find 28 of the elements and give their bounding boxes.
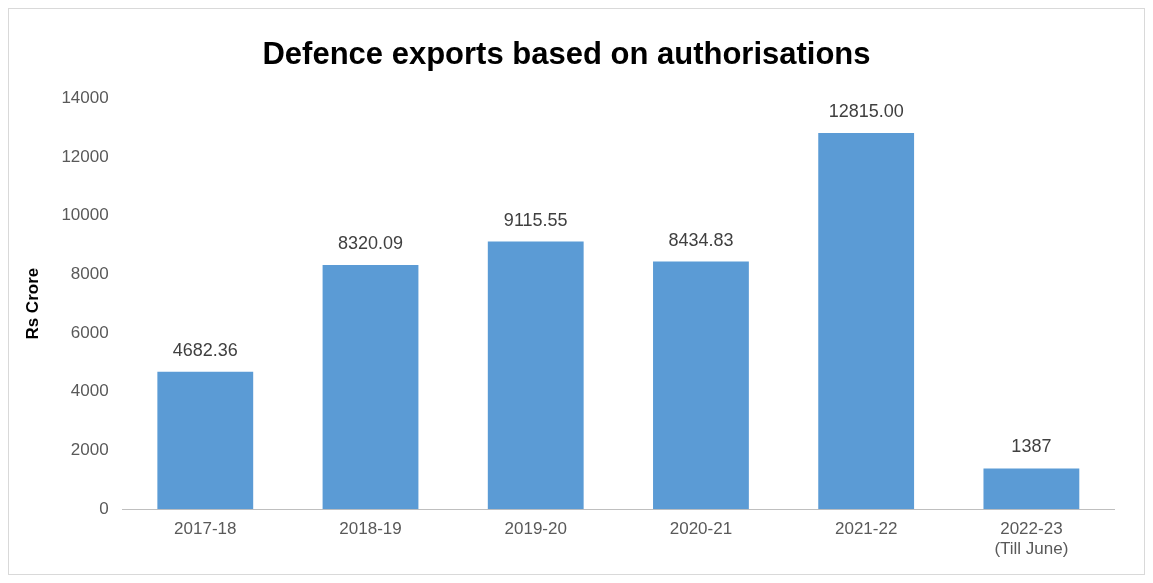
x-tick-label: 2021-22 xyxy=(834,519,898,539)
y-tick-label: 14000 xyxy=(61,87,109,107)
data-label: 1387 xyxy=(1011,436,1052,457)
x-tick-label: 2019-20 xyxy=(504,519,567,539)
y-tick-label: 2000 xyxy=(70,440,109,460)
bar xyxy=(487,241,584,510)
data-label: 8434.83 xyxy=(668,229,734,250)
bar xyxy=(322,264,419,510)
data-label: 12815.00 xyxy=(828,100,904,121)
y-tick-label: 12000 xyxy=(61,146,109,166)
x-tick-label: 2020-21 xyxy=(669,519,733,539)
bar xyxy=(157,371,254,510)
y-tick-label: 0 xyxy=(99,498,109,518)
bar xyxy=(818,132,915,510)
y-tick-label: 4000 xyxy=(70,381,109,401)
bar xyxy=(983,468,1080,510)
x-tick-label: 2018-19 xyxy=(339,519,402,539)
data-label: 4682.36 xyxy=(172,339,238,360)
bar xyxy=(653,261,749,510)
y-axis-title: Rs Crore xyxy=(22,267,42,340)
x-tick-label: 2017-18 xyxy=(174,519,237,539)
y-tick-label: 8000 xyxy=(70,264,109,284)
data-label: 8320.09 xyxy=(337,232,404,253)
x-tick-label: 2022-23 (Till June) xyxy=(994,519,1069,559)
y-tick-label: 10000 xyxy=(61,205,109,225)
y-tick-label: 6000 xyxy=(70,322,109,342)
data-label: 9115.55 xyxy=(503,209,568,230)
chart-title: Defence exports based on authorisations xyxy=(262,36,871,72)
